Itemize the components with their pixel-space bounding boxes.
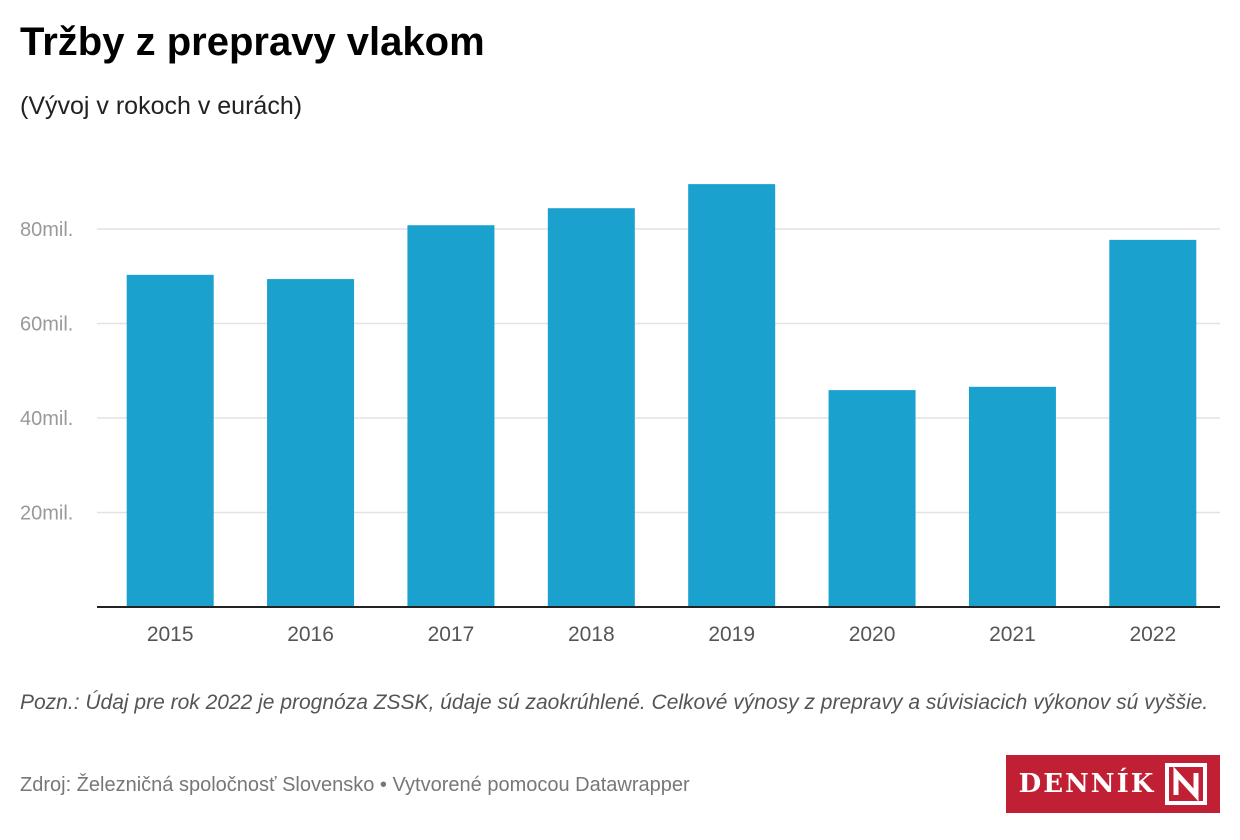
chart-title: Tržby z prepravy vlakom xyxy=(20,20,485,64)
x-tick-label: 2018 xyxy=(568,623,615,646)
x-tick-label: 2017 xyxy=(428,623,475,646)
x-tick-label: 2021 xyxy=(989,623,1036,646)
y-tick-label: 60mil. xyxy=(20,314,73,336)
x-tick-label: 2019 xyxy=(708,623,755,646)
logo-n-icon xyxy=(1165,763,1208,805)
y-tick-label: 20mil. xyxy=(20,503,73,525)
x-tick-label: 2022 xyxy=(1129,623,1176,646)
y-tick-label: 80mil. xyxy=(20,219,73,241)
bar-2018[interactable] xyxy=(547,208,635,607)
bar-chart: 20mil. 40mil. 60mil. 80mil. 2015 2016 2017 201… xyxy=(20,184,1220,646)
x-tick-label: 2016 xyxy=(287,623,334,646)
bar-2016[interactable] xyxy=(267,279,355,607)
bar-2015[interactable] xyxy=(126,274,214,607)
chart-source: Zdroj: Železničná spoločnosť Slovensko •… xyxy=(20,774,690,796)
logo-wordmark: DENNÍK xyxy=(1018,769,1156,799)
bar-2020[interactable] xyxy=(828,390,916,607)
chart-subtitle: (Vývoj v rokoch v eurách) xyxy=(20,92,303,120)
x-tick-label: 2015 xyxy=(147,623,194,646)
bar-2022[interactable] xyxy=(1109,239,1197,607)
chart-note: Pozn.: Údaj pre rok 2022 je prognóza ZSS… xyxy=(20,691,1209,714)
y-tick-label: 40mil. xyxy=(20,408,73,430)
x-tick-label: 2020 xyxy=(849,623,896,646)
bar-2019[interactable] xyxy=(688,184,776,608)
bar-2017[interactable] xyxy=(407,225,495,607)
dennik-n-logo[interactable]: DENNÍK xyxy=(1006,755,1220,813)
bar-2021[interactable] xyxy=(968,386,1056,607)
